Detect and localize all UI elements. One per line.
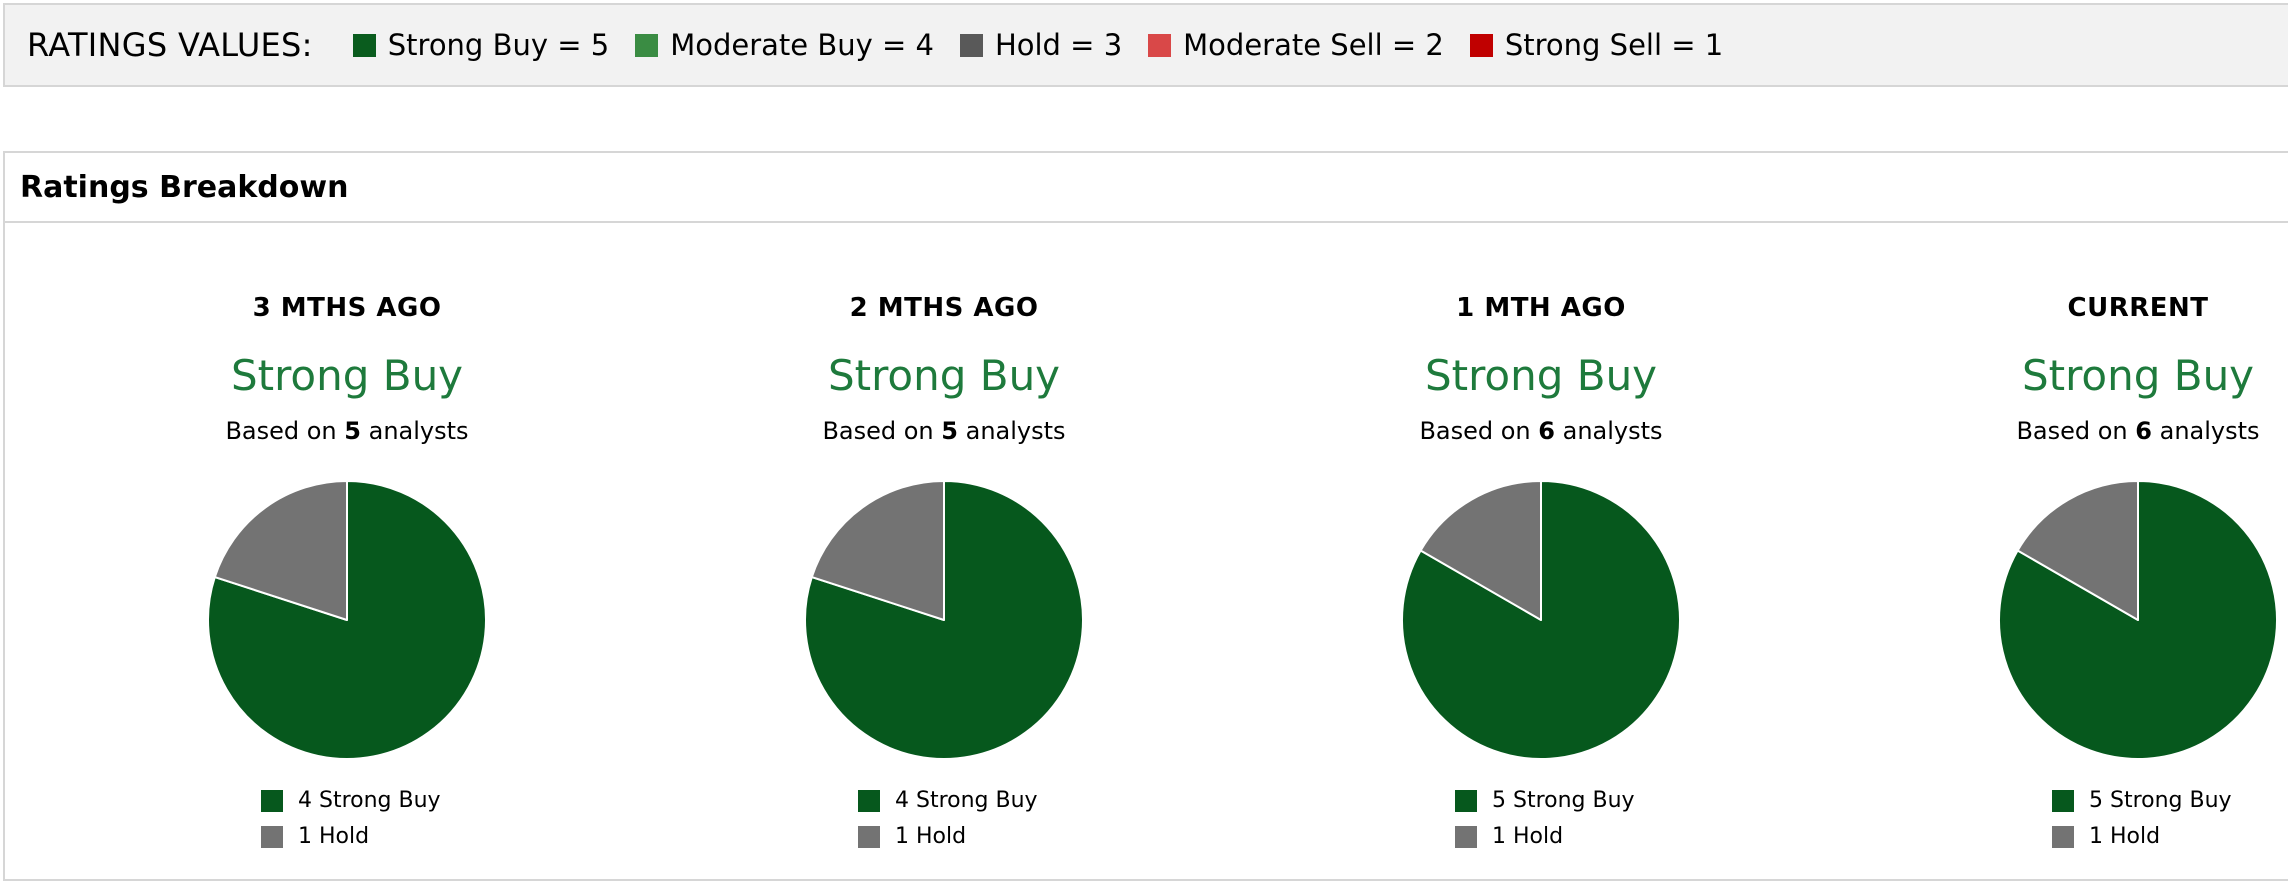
ratings-values-legend: RATINGS VALUES: Strong Buy = 5 Moderate … <box>3 3 2288 87</box>
rating-pie-chart <box>804 480 1084 760</box>
analyst-count-text: Based on 5 analysts <box>49 417 645 445</box>
period-title: CURRENT <box>2067 293 2209 323</box>
pie-legend-label-strong-buy: 5 Strong Buy <box>2089 788 2232 813</box>
ratings-breakdown-panel: Ratings Breakdown 3 MTHS AGO Strong Buy … <box>3 151 2288 881</box>
pie-legend-label-hold: 1 Hold <box>895 824 967 849</box>
legend-item-moderate-buy: Moderate Buy = 4 <box>635 28 934 62</box>
legend-swatch-hold <box>959 33 983 57</box>
rating-pie-chart <box>207 480 487 760</box>
pie-legend-item-strong-buy: 5 Strong Buy <box>1455 788 1635 813</box>
analyst-count: 6 <box>2135 417 2152 445</box>
period-2-months-ago: 2 MTHS AGO Strong Buy Based on 5 analyst… <box>646 223 1242 883</box>
analyst-count-text: Based on 5 analysts <box>646 417 1242 445</box>
consensus-rating: Strong Buy <box>827 351 1061 400</box>
pie-legend-swatch-strong-buy <box>2052 789 2074 812</box>
analyst-suffix: analysts <box>368 417 469 445</box>
pie-legend-swatch-strong-buy <box>261 789 283 812</box>
legend-label-strong-sell: Strong Sell = 1 <box>1504 28 1724 62</box>
pie-legend-swatch-hold <box>1455 825 1477 848</box>
rating-pie-chart <box>1998 480 2278 760</box>
pie-legend-label-strong-buy: 4 Strong Buy <box>895 788 1038 813</box>
period-1-month-ago: 1 MTH AGO Strong Buy Based on 6 analysts… <box>1243 223 1839 883</box>
pie-legend-label-hold: 1 Hold <box>2089 824 2161 849</box>
pie-legend-swatch-strong-buy <box>858 789 880 812</box>
panel-title: Ratings Breakdown <box>20 169 349 205</box>
analyst-prefix: Based on <box>225 417 337 445</box>
rating-pie-chart <box>1401 480 1681 760</box>
period-title: 2 MTHS AGO <box>849 293 1039 323</box>
analyst-suffix: analysts <box>1562 417 1663 445</box>
analyst-prefix: Based on <box>822 417 934 445</box>
pie-legend-item-hold: 1 Hold <box>1455 824 1563 849</box>
analyst-prefix: Based on <box>1419 417 1531 445</box>
period-3-months-ago: 3 MTHS AGO Strong Buy Based on 5 analyst… <box>49 223 645 883</box>
pie-legend-label-hold: 1 Hold <box>298 824 370 849</box>
pie-legend-item-strong-buy: 4 Strong Buy <box>858 788 1038 813</box>
pie-slice-hold[interactable] <box>810 480 945 621</box>
analyst-count-text: Based on 6 analysts <box>1840 417 2288 445</box>
consensus-rating: Strong Buy <box>1424 351 1658 400</box>
period-title: 1 MTH AGO <box>1456 293 1626 323</box>
pie-slice-hold[interactable] <box>213 480 348 621</box>
analyst-count: 5 <box>941 417 958 445</box>
pie-legend-label-hold: 1 Hold <box>1492 824 1564 849</box>
legend-label-moderate-sell: Moderate Sell = 2 <box>1183 28 1444 62</box>
legend-item-hold: Hold = 3 <box>959 28 1123 62</box>
legend-item-strong-sell: Strong Sell = 1 <box>1469 28 1724 62</box>
pie-legend-swatch-hold <box>858 825 880 848</box>
period-title: 3 MTHS AGO <box>252 293 442 323</box>
legend-item-strong-buy: Strong Buy = 5 <box>352 28 610 62</box>
analyst-count-text: Based on 6 analysts <box>1243 417 1839 445</box>
pie-legend-label-strong-buy: 5 Strong Buy <box>1492 788 1635 813</box>
pie-legend-swatch-hold <box>2052 825 2074 848</box>
legend-label-moderate-buy: Moderate Buy = 4 <box>670 28 934 62</box>
pie-legend-item-hold: 1 Hold <box>261 824 369 849</box>
pie-legend-label-strong-buy: 4 Strong Buy <box>298 788 441 813</box>
pie-legend-swatch-strong-buy <box>1455 789 1477 812</box>
analyst-suffix: analysts <box>2159 417 2260 445</box>
analyst-count: 6 <box>1538 417 1555 445</box>
analyst-suffix: analysts <box>965 417 1066 445</box>
pie-legend-item-strong-buy: 5 Strong Buy <box>2052 788 2232 813</box>
pie-legend-swatch-hold <box>261 825 283 848</box>
legend-swatch-strong-buy <box>352 33 376 57</box>
legend-item-moderate-sell: Moderate Sell = 2 <box>1148 28 1444 62</box>
consensus-rating: Strong Buy <box>230 351 464 400</box>
analyst-prefix: Based on <box>2016 417 2128 445</box>
legend-swatch-strong-sell <box>1469 33 1493 57</box>
pie-legend-item-strong-buy: 4 Strong Buy <box>261 788 441 813</box>
pie-slice-hold[interactable] <box>1419 480 1542 621</box>
legend-title: RATINGS VALUES: <box>27 26 313 64</box>
analyst-count: 5 <box>344 417 361 445</box>
consensus-rating: Strong Buy <box>2021 351 2255 400</box>
legend-label-hold: Hold = 3 <box>994 28 1123 62</box>
panel-header: Ratings Breakdown <box>5 153 2288 223</box>
legend-swatch-moderate-sell <box>1148 33 1172 57</box>
legend-label-strong-buy: Strong Buy = 5 <box>387 28 610 62</box>
pie-slice-hold[interactable] <box>2016 480 2139 621</box>
period-current: CURRENT Strong Buy Based on 6 analysts 5… <box>1840 223 2288 883</box>
pie-legend-item-hold: 1 Hold <box>858 824 966 849</box>
legend-swatch-moderate-buy <box>635 33 659 57</box>
pie-legend-item-hold: 1 Hold <box>2052 824 2160 849</box>
